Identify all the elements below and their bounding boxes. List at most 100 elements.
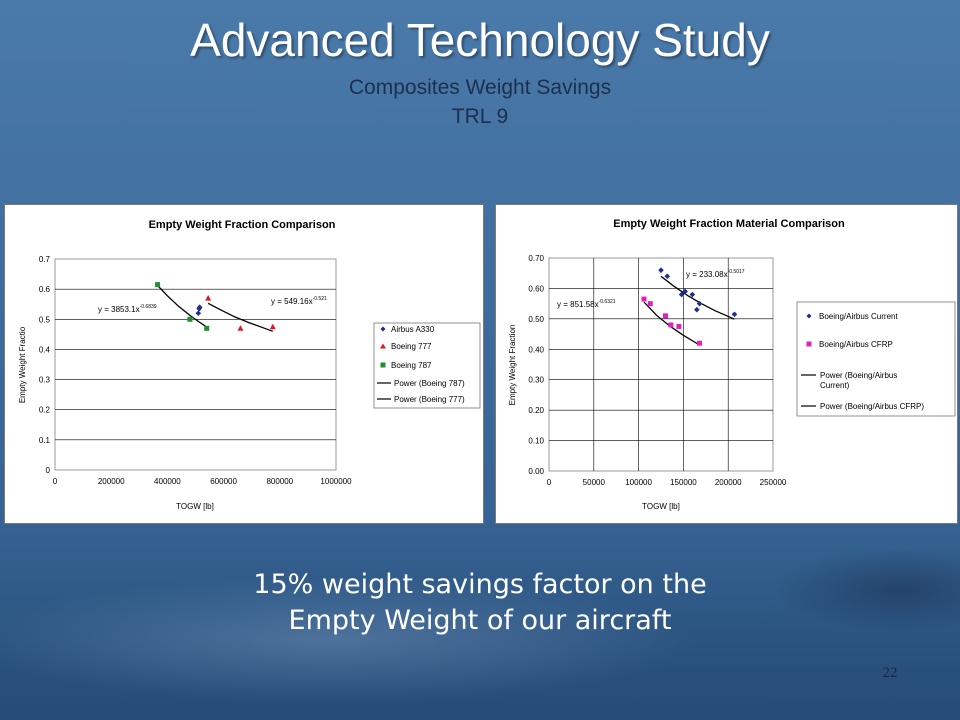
legend: Airbus A330 Boeing 777 Boeing 787 Power … (373, 322, 481, 409)
data-points (641, 267, 738, 346)
y-tick-label: 0 (46, 466, 51, 475)
data-point (269, 323, 276, 330)
legend-entry-power-current: Power (Boeing/Airbus Current) (801, 371, 900, 390)
y-tick-label: 0.2 (39, 406, 51, 415)
data-point (664, 273, 671, 280)
data-point (155, 282, 161, 288)
data-point (205, 294, 212, 301)
data-point (237, 325, 244, 331)
data-point (662, 313, 668, 319)
data-point (689, 291, 696, 298)
y-tick-label: 0.4 (39, 345, 51, 354)
data-point (696, 300, 703, 307)
trendline-equation-cfrp: y = 851.58x-0.6321 (557, 299, 616, 309)
data-point (204, 325, 210, 331)
trendline (157, 285, 208, 328)
x-tick-labels: 0 200000 400000 600000 800000 1000000 (53, 477, 352, 486)
legend-entry-cfrp: Boeing/Airbus CFRP (806, 340, 893, 349)
y-tick-label: 0.50 (528, 315, 544, 324)
trendlines (157, 285, 274, 332)
trendline-equation-current: y = 233.08x-0.5017 (686, 269, 745, 279)
legend-entry-boeing-777: Boeing 777 (380, 342, 432, 351)
chart-title: Empty Weight Fraction Material Compariso… (613, 218, 845, 230)
x-tick-label: 0 (547, 478, 552, 487)
caption-line-2: Empty Weight of our aircraft (288, 605, 672, 636)
svg-text:Boeing 777: Boeing 777 (391, 342, 432, 351)
x-tick-label: 800000 (266, 477, 293, 486)
slide-trl-label: TRL 9 (451, 105, 509, 128)
svg-text:Boeing/Airbus CFRP: Boeing/Airbus CFRP (819, 340, 893, 349)
y-tick-label: 0.7 (39, 255, 51, 264)
page-number: 22 (882, 665, 898, 681)
y-tick-label: 0.1 (39, 436, 51, 445)
svg-text:Power (Boeing 777): Power (Boeing 777) (394, 395, 465, 404)
svg-text:Power (Boeing 787): Power (Boeing 787) (394, 379, 465, 388)
y-tick-label: 0.60 (528, 284, 544, 293)
grid-lines (55, 288, 336, 441)
x-axis-label: TOGW [lb] (176, 502, 214, 511)
chart-panel-empty-weight-fraction: Empty Weight Fraction Comparison 0 200000… (4, 204, 484, 524)
chart-empty-weight-fraction: Empty Weight Fraction Comparison 0 200000… (5, 205, 483, 523)
plot-area (54, 258, 337, 471)
trendline (207, 302, 274, 332)
legend-entry-airbus-a330: Airbus A330 (380, 325, 435, 334)
legend-entry-boeing-787: Boeing 787 (380, 361, 432, 370)
y-tick-label: 0.70 (528, 254, 544, 263)
data-point (187, 316, 193, 322)
y-tick-labels: 0.00 0.10 0.20 0.30 0.40 0.50 0.60 0.70 (528, 254, 544, 476)
x-tick-label: 600000 (210, 477, 237, 486)
x-axis-label: TOGW [lb] (642, 502, 680, 511)
y-tick-label: 0.5 (39, 315, 51, 324)
x-tick-label: 250000 (760, 478, 787, 487)
y-axis-label: Empty Weight Fractio (18, 326, 27, 403)
legend-entry-power-787: Power (Boeing 787) (377, 379, 465, 388)
svg-text:Power (Boeing/Airbus: Power (Boeing/Airbus Current) (820, 371, 900, 390)
plot-area (548, 257, 774, 472)
trendline-equation-787: y = 3853.1x-0.6839 (98, 304, 157, 314)
data-point (731, 311, 738, 318)
data-point (678, 291, 685, 298)
y-tick-label: 0.3 (39, 376, 51, 385)
y-tick-label: 0.6 (39, 285, 51, 294)
data-points (155, 282, 276, 331)
x-tick-labels: 0 50000 100000 150000 200000 250000 (547, 478, 787, 487)
slide-subtitle: Composites Weight Savings (348, 76, 612, 99)
chart-title: Empty Weight Fraction Comparison (149, 219, 336, 231)
y-tick-label: 0.00 (528, 467, 544, 476)
y-tick-label: 0.40 (528, 345, 544, 354)
data-point (668, 322, 674, 328)
svg-text:Power (Boeing/Airbus CFRP): Power (Boeing/Airbus CFRP) (820, 402, 924, 411)
legend-entry-power-cfrp: Power (Boeing/Airbus CFRP) (801, 402, 924, 411)
data-point (694, 306, 700, 313)
background-aircraft-photo (0, 520, 960, 720)
trendline (660, 275, 735, 320)
slide-title: Advanced Technology Study (190, 14, 770, 66)
chart-material-comparison: Empty Weight Fraction Material Compariso… (496, 205, 957, 523)
legend: Boeing/Airbus Current Boeing/Airbus CFRP… (796, 301, 956, 417)
y-tick-label: 0.30 (528, 376, 544, 385)
x-tick-label: 50000 (583, 478, 606, 487)
legend-entry-power-777: Power (Boeing 777) (377, 395, 465, 404)
data-point (195, 310, 202, 317)
data-point (647, 301, 653, 307)
y-tick-label: 0.20 (528, 406, 544, 415)
data-point (196, 305, 202, 312)
data-point (641, 296, 647, 302)
y-tick-labels: 0 0.1 0.2 0.3 0.4 0.5 0.6 0.7 (39, 255, 51, 475)
data-point (676, 323, 682, 329)
y-axis-label: Empty Weight Fraction (508, 325, 517, 406)
svg-text:Boeing/Airbus Current: Boeing/Airbus Current (819, 312, 898, 321)
svg-text:Airbus A330: Airbus A330 (391, 325, 435, 334)
data-point (682, 288, 688, 295)
svg-text:Boeing 787: Boeing 787 (391, 361, 432, 370)
x-tick-label: 0 (53, 477, 58, 486)
y-tick-label: 0.10 (528, 437, 544, 446)
legend-entry-current: Boeing/Airbus Current (806, 312, 898, 321)
x-tick-label: 100000 (625, 478, 652, 487)
x-tick-label: 150000 (670, 478, 697, 487)
trendline-equation-777: y = 549.16x-0.521 (271, 296, 327, 306)
caption-line-1: 15% weight savings factor on the (253, 569, 707, 600)
x-tick-label: 200000 (98, 477, 125, 486)
x-tick-label: 400000 (154, 477, 181, 486)
x-tick-label: 200000 (715, 478, 742, 487)
